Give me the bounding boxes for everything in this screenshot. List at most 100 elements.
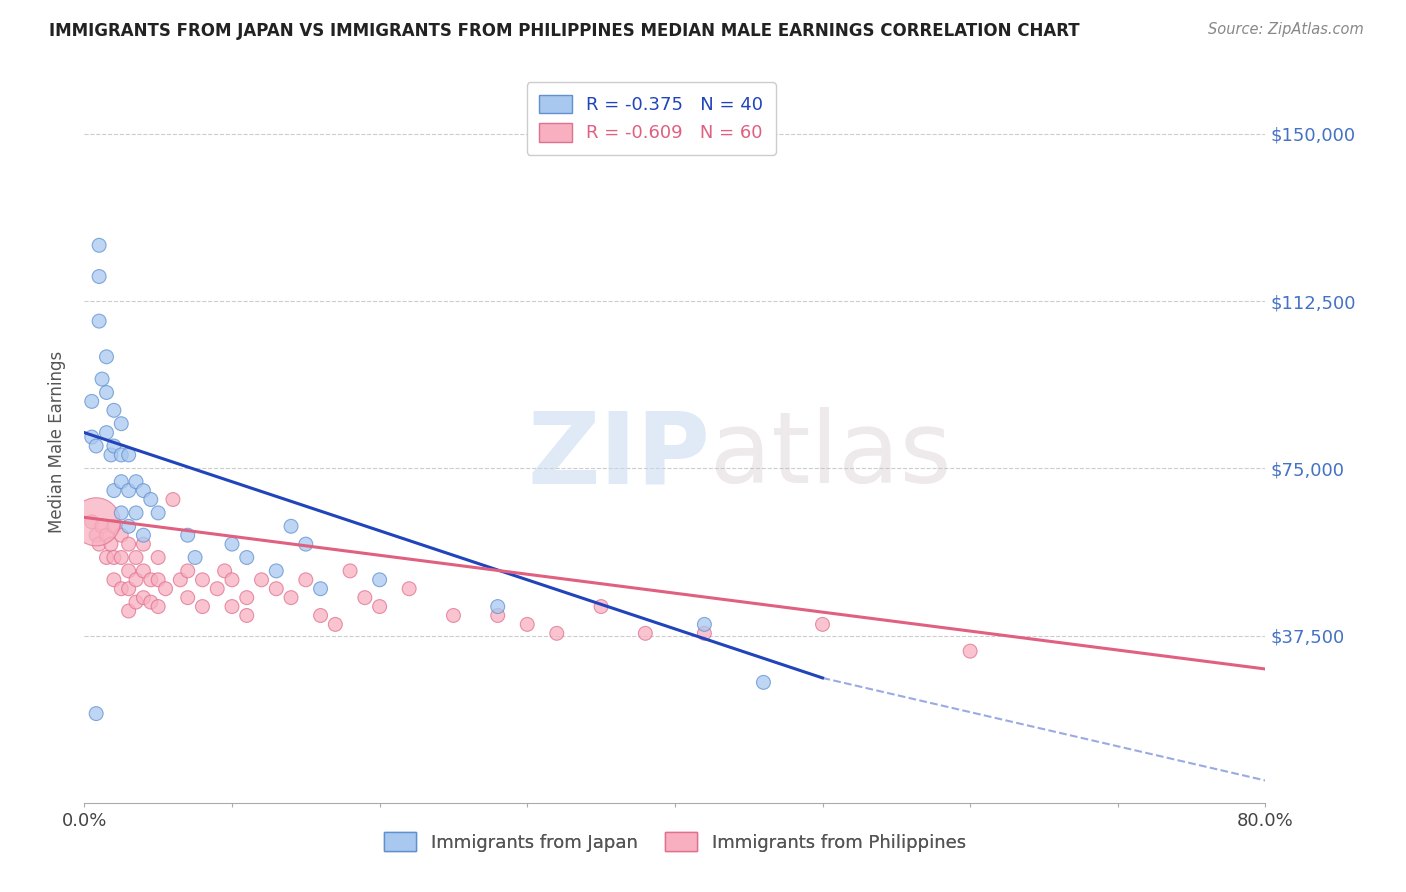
- Point: [118, 519, 141, 533]
- Point: [118, 604, 141, 618]
- Point: [118, 582, 141, 596]
- Point: [132, 591, 155, 605]
- Text: Source: ZipAtlas.com: Source: ZipAtlas.com: [1208, 22, 1364, 37]
- Point: [280, 519, 302, 533]
- Point: [110, 417, 132, 431]
- Point: [516, 617, 538, 632]
- Point: [177, 564, 200, 578]
- Point: [87, 238, 111, 252]
- Point: [177, 591, 200, 605]
- Point: [486, 599, 509, 614]
- Point: [125, 506, 148, 520]
- Point: [96, 550, 118, 565]
- Point: [103, 519, 125, 533]
- Point: [125, 475, 148, 489]
- Point: [132, 537, 155, 551]
- Point: [214, 564, 236, 578]
- Point: [96, 350, 118, 364]
- Point: [96, 425, 118, 440]
- Point: [486, 608, 509, 623]
- Point: [191, 599, 214, 614]
- Point: [148, 599, 170, 614]
- Point: [148, 573, 170, 587]
- Point: [110, 528, 132, 542]
- Point: [280, 591, 302, 605]
- Point: [398, 582, 420, 596]
- Point: [103, 550, 125, 565]
- Point: [84, 706, 107, 721]
- Point: [191, 573, 214, 587]
- Point: [169, 573, 191, 587]
- Point: [132, 483, 155, 498]
- Point: [91, 519, 114, 533]
- Point: [266, 582, 288, 596]
- Point: [236, 550, 259, 565]
- Point: [368, 599, 391, 614]
- Point: [591, 599, 613, 614]
- Point: [110, 550, 132, 565]
- Point: [354, 591, 377, 605]
- Point: [139, 492, 162, 507]
- Point: [148, 550, 170, 565]
- Point: [266, 564, 288, 578]
- Point: [752, 675, 775, 690]
- Point: [132, 528, 155, 542]
- Point: [87, 314, 111, 328]
- Point: [368, 573, 391, 587]
- Point: [91, 372, 114, 386]
- Point: [110, 475, 132, 489]
- Point: [443, 608, 465, 623]
- Point: [959, 644, 981, 658]
- Point: [139, 573, 162, 587]
- Point: [118, 448, 141, 462]
- Point: [325, 617, 347, 632]
- Text: atlas: atlas: [710, 408, 952, 505]
- Point: [295, 537, 318, 551]
- Point: [693, 617, 716, 632]
- Point: [693, 626, 716, 640]
- Point: [110, 448, 132, 462]
- Point: [236, 608, 259, 623]
- Point: [80, 515, 103, 529]
- Point: [87, 537, 111, 551]
- Point: [309, 582, 332, 596]
- Point: [184, 550, 207, 565]
- Point: [84, 528, 107, 542]
- Point: [221, 537, 243, 551]
- Point: [162, 492, 184, 507]
- Point: [634, 626, 657, 640]
- Point: [207, 582, 229, 596]
- Point: [103, 439, 125, 453]
- Point: [103, 483, 125, 498]
- Point: [309, 608, 332, 623]
- Point: [125, 573, 148, 587]
- Point: [118, 537, 141, 551]
- Point: [295, 573, 318, 587]
- Point: [103, 573, 125, 587]
- Point: [96, 385, 118, 400]
- Point: [339, 564, 361, 578]
- Point: [103, 403, 125, 417]
- Point: [110, 582, 132, 596]
- Point: [221, 599, 243, 614]
- Point: [177, 528, 200, 542]
- Point: [118, 564, 141, 578]
- Point: [148, 506, 170, 520]
- Point: [221, 573, 243, 587]
- Point: [80, 430, 103, 444]
- Point: [811, 617, 834, 632]
- Text: ZIP: ZIP: [527, 408, 710, 505]
- Point: [125, 595, 148, 609]
- Point: [132, 564, 155, 578]
- Point: [84, 515, 107, 529]
- Point: [118, 483, 141, 498]
- Text: IMMIGRANTS FROM JAPAN VS IMMIGRANTS FROM PHILIPPINES MEDIAN MALE EARNINGS CORREL: IMMIGRANTS FROM JAPAN VS IMMIGRANTS FROM…: [49, 22, 1080, 40]
- Point: [236, 591, 259, 605]
- Y-axis label: Median Male Earnings: Median Male Earnings: [48, 351, 66, 533]
- Point: [110, 506, 132, 520]
- Point: [100, 537, 122, 551]
- Point: [139, 595, 162, 609]
- Point: [250, 573, 273, 587]
- Point: [155, 582, 177, 596]
- Point: [80, 394, 103, 409]
